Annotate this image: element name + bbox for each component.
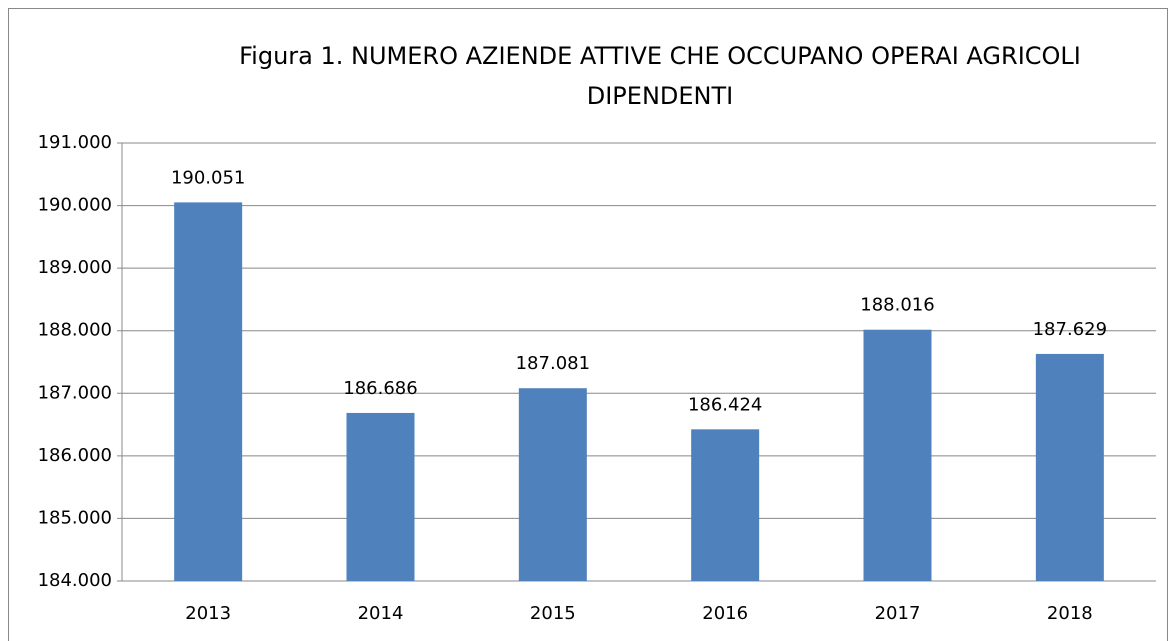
data-label: 190.051 xyxy=(171,167,245,188)
chart-title: DIPENDENTI xyxy=(587,82,733,110)
bar xyxy=(346,412,415,581)
x-tick-label: 2016 xyxy=(702,603,748,624)
y-tick-label: 191.000 xyxy=(38,132,112,153)
x-tick-label: 2013 xyxy=(185,603,231,624)
data-label: 187.629 xyxy=(1033,319,1107,340)
bar xyxy=(691,429,760,581)
x-tick-label: 2017 xyxy=(875,603,921,624)
chart-title: Figura 1. NUMERO AZIENDE ATTIVE CHE OCCU… xyxy=(239,42,1081,70)
x-tick-label: 2018 xyxy=(1047,603,1093,624)
bar xyxy=(1035,353,1104,581)
y-tick-label: 185.000 xyxy=(38,507,112,528)
x-tick-label: 2014 xyxy=(358,603,404,624)
data-label: 188.016 xyxy=(860,295,934,316)
y-tick-label: 186.000 xyxy=(38,445,112,466)
data-label: 187.081 xyxy=(516,353,590,374)
data-label: 186.686 xyxy=(343,378,417,399)
data-label: 186.424 xyxy=(688,394,762,415)
y-tick-label: 184.000 xyxy=(38,570,112,591)
y-tick-label: 188.000 xyxy=(38,320,112,341)
bar xyxy=(863,329,932,581)
y-tick-label: 190.000 xyxy=(38,195,112,216)
bar xyxy=(174,202,243,581)
bar xyxy=(518,388,587,581)
y-tick-label: 187.000 xyxy=(38,382,112,403)
x-tick-label: 2015 xyxy=(530,603,576,624)
y-tick-label: 189.000 xyxy=(38,257,112,278)
